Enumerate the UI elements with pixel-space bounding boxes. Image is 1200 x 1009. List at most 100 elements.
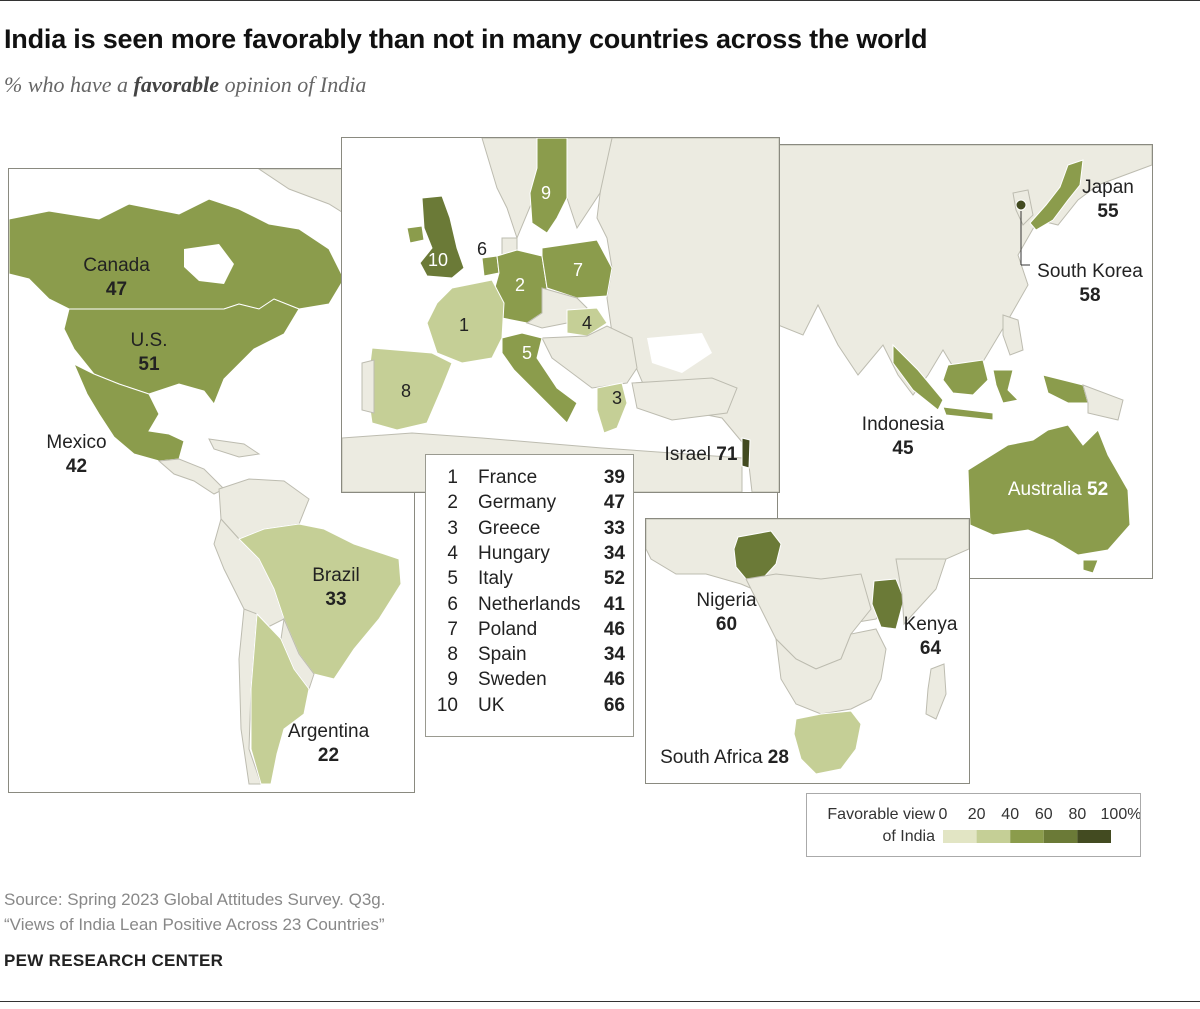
- hungary-shape: [566, 307, 608, 337]
- argentina-shape: [250, 612, 310, 785]
- south-africa-shape: [793, 710, 862, 775]
- row-value: 47: [603, 492, 625, 514]
- brazil-shape: [238, 523, 402, 680]
- europe-num-greece: 3: [612, 388, 623, 408]
- europe-num-hungary: 4: [582, 313, 593, 333]
- row-number: 9: [447, 669, 458, 691]
- poland-shape: [541, 239, 613, 299]
- legend-swatch: [1010, 830, 1044, 843]
- row-number: 1: [447, 467, 458, 488]
- legend-swatch: [1043, 830, 1078, 843]
- argentina-label: Argentina 22: [287, 721, 370, 766]
- ireland-shape: [406, 225, 425, 244]
- row-country: UK: [478, 694, 505, 716]
- row-country: Hungary: [478, 542, 550, 564]
- chart-title: India is seen more favorably than not in…: [4, 24, 928, 54]
- row-country: Germany: [478, 492, 557, 514]
- mexico-shape: [72, 362, 185, 462]
- row-number: 3: [447, 517, 458, 539]
- hudson-bay: [184, 244, 234, 284]
- europe-list-row: 5 Italy 52: [426, 568, 633, 593]
- canada-label: Canada 47: [83, 255, 150, 300]
- europe-map-panel: 10 6 9 2 7 1 4 5 8 3 Israel 71: [341, 137, 780, 493]
- europe-list-row: 7 Poland 46: [426, 619, 633, 644]
- europe-num-poland: 7: [573, 260, 584, 280]
- nigeria-label: Nigeria 60: [696, 590, 757, 635]
- europe-list-row: 9 Sweden 46: [426, 669, 633, 694]
- central-america: [157, 458, 225, 495]
- bottom-rule: [0, 1001, 1200, 1002]
- philippines-shape: [1002, 314, 1024, 356]
- asia-pacific-map-panel: Japan 55 South Korea 58 Indonesia 45 Austra…: [777, 144, 1153, 579]
- row-country: France: [478, 467, 538, 488]
- europe-num-uk: 10: [428, 250, 449, 270]
- europe-num-germany: 2: [515, 275, 526, 295]
- legend-tick-label: 80: [1069, 806, 1087, 823]
- row-value: 46: [603, 618, 625, 640]
- canada-shape: [9, 198, 345, 310]
- java-shape: [942, 406, 994, 421]
- source-line-2: “Views of India Lean Positive Across 23 …: [4, 915, 385, 934]
- europe-list-row: 6 Netherlands 41: [426, 594, 633, 619]
- pew-brand: PEW RESEARCH CENTER: [4, 951, 224, 970]
- australia-shape: [967, 424, 1131, 556]
- legend-tick-label: 60: [1035, 806, 1053, 823]
- portugal-shape: [361, 359, 375, 414]
- japan-label: Japan 55: [1082, 177, 1134, 222]
- europe-num-spain: 8: [401, 381, 412, 401]
- greece-shape: [596, 382, 628, 434]
- legend-tick-label: 20: [968, 806, 986, 823]
- israel-label: Israel 71: [664, 444, 738, 465]
- caribbean-islands: [208, 438, 261, 458]
- sumatra-shape: [892, 343, 944, 411]
- new-guinea-shape: [1042, 374, 1089, 404]
- africa-map: [646, 519, 969, 775]
- turkey-shape: [631, 377, 738, 421]
- png-shape: [1082, 384, 1124, 421]
- kenya-label: Kenya 64: [903, 614, 958, 659]
- row-country: Spain: [478, 644, 527, 666]
- europe-num-sweden: 9: [541, 183, 552, 203]
- madagascar-shape: [925, 663, 947, 720]
- south-korea-marker: [1015, 199, 1027, 211]
- row-country: Italy: [478, 568, 513, 590]
- sulawesi-shape: [992, 369, 1020, 404]
- brazil-label: Brazil 33: [312, 565, 360, 610]
- indonesia-label: Indonesia 45: [861, 414, 945, 459]
- row-value: 34: [603, 644, 625, 666]
- row-value: 52: [603, 568, 625, 590]
- legend-tick-label: 100%: [1101, 806, 1140, 823]
- legend-swatch: [976, 830, 1011, 843]
- row-number: 4: [447, 542, 458, 564]
- row-number: 2: [447, 492, 458, 514]
- top-rule: [0, 0, 1200, 1]
- legend-swatch: [1077, 830, 1111, 843]
- russia-east-europe: [596, 138, 779, 492]
- row-value: 66: [603, 694, 625, 716]
- borneo-shape: [942, 359, 989, 396]
- source-line-1: Source: Spring 2023 Global Attitudes Sur…: [4, 890, 386, 909]
- europe-list-row: 2 Germany 47: [426, 492, 633, 517]
- kenya-shape: [871, 578, 905, 630]
- europe-num-italy: 5: [522, 343, 533, 363]
- europe-list-row: 10 UK 66: [426, 695, 633, 720]
- europe-list-row: 8 Spain 34: [426, 644, 633, 669]
- balkans-shape: [541, 325, 638, 389]
- japan-shape: [1029, 159, 1084, 231]
- south-korea-label: South Korea 58: [1037, 261, 1143, 306]
- row-value: 46: [603, 669, 625, 691]
- australia-label: Australia 52: [1007, 479, 1109, 500]
- southern-africa: [775, 628, 887, 715]
- row-number: 7: [447, 618, 458, 640]
- row-number: 10: [436, 694, 458, 716]
- color-legend: Favorable view of India 0 20 40 60 80 100%: [806, 793, 1141, 857]
- legend-scale: 0 20 40 60 80 100%: [939, 806, 1140, 843]
- row-country: Greece: [478, 517, 541, 539]
- legend-tick-label: 40: [1001, 806, 1019, 823]
- row-country: Netherlands: [478, 593, 581, 615]
- legend-title: Favorable view of India: [827, 806, 935, 845]
- legend-tick-label: 0: [939, 806, 948, 823]
- europe-country-list: 1 France 39 2 Germany 47 3 Greece 33 4 Hungary 34 5 I…: [425, 454, 634, 737]
- sweden-shape: [529, 138, 568, 234]
- somalia-shape: [895, 558, 947, 626]
